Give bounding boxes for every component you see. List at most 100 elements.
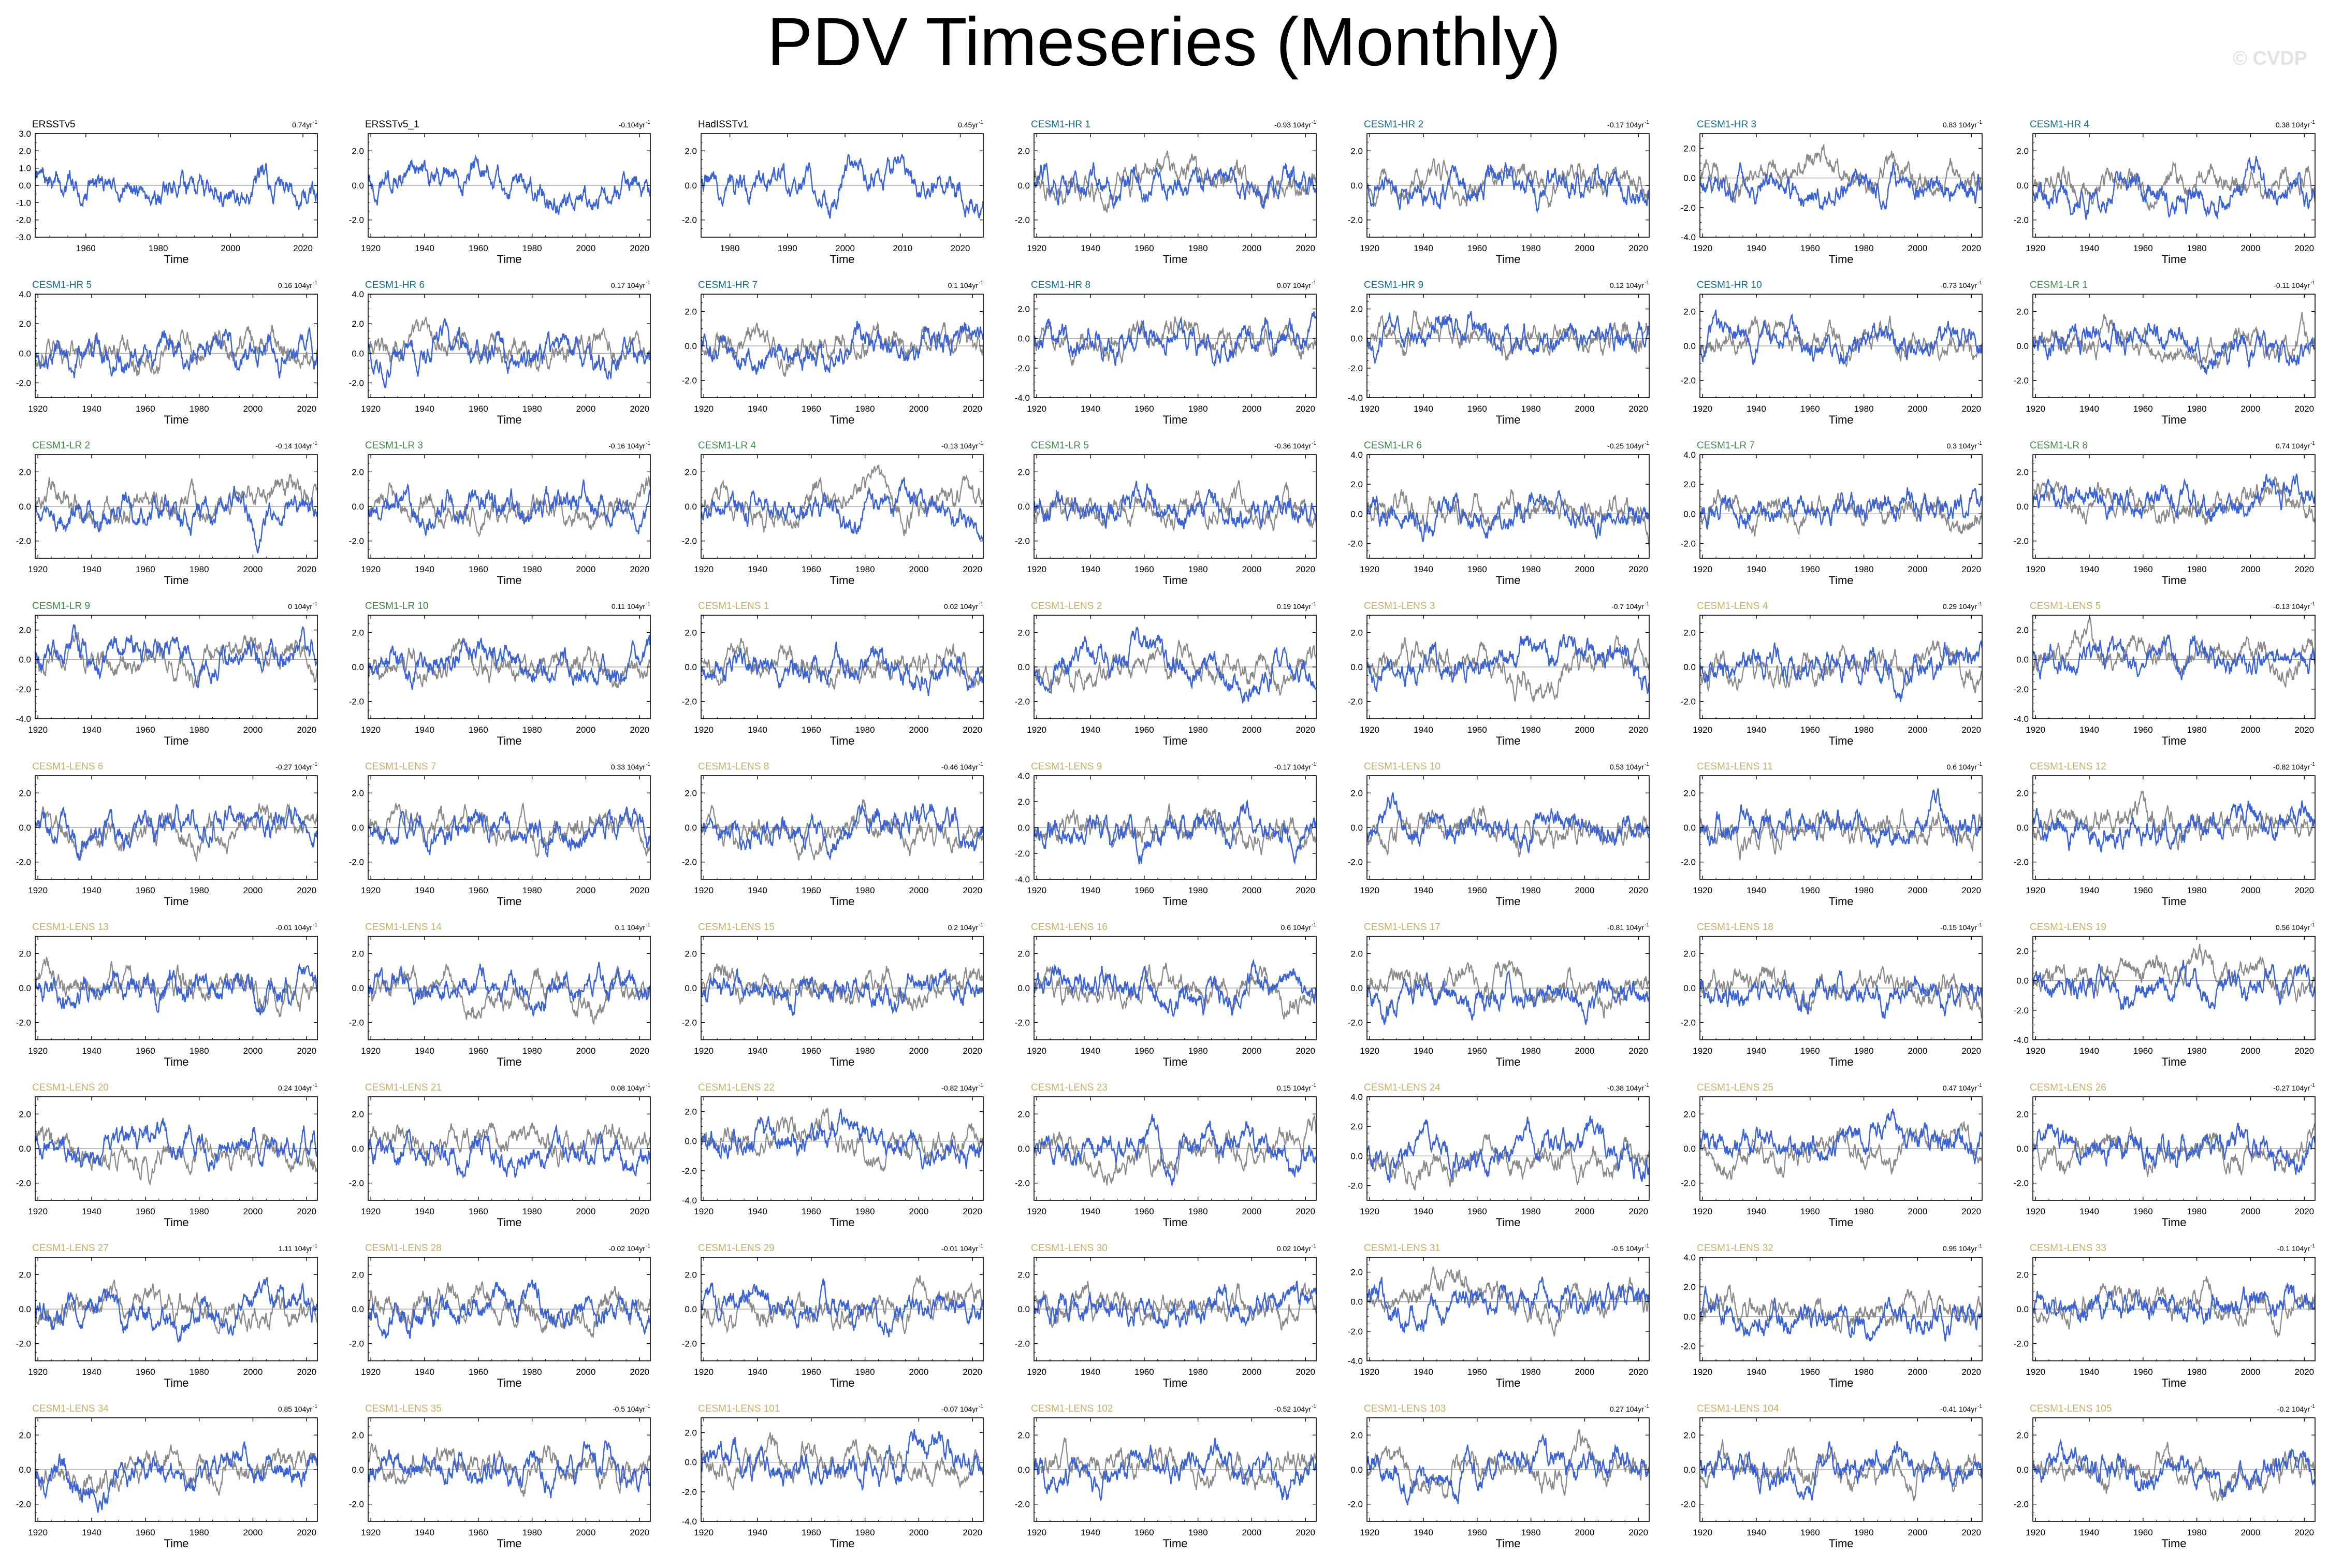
- panel-43: 1920 1940 1960 1980 2000 2020 2.0 0.0 -2.0 Time CE…: [16, 1082, 318, 1229]
- y-tick-label: -2.0: [1015, 1500, 1030, 1509]
- x-tick-label: 1960: [802, 564, 821, 574]
- background-series-line: [1700, 1121, 1982, 1180]
- panel-label: CESM1-LENS 21: [365, 1082, 442, 1093]
- y-tick-label: 0.0: [685, 502, 697, 512]
- y-tick-label: -2.0: [1015, 697, 1030, 707]
- x-tick-label: 1980: [190, 1367, 209, 1377]
- trend-exponent: -1: [979, 441, 983, 446]
- pdv-series-line: [1034, 626, 1316, 704]
- x-tick-label: 1920: [361, 1046, 381, 1056]
- panel-35: 1920 1940 1960 1980 2000 2020 2.0 0.0 -2.0 Time CE…: [2014, 761, 2316, 908]
- y-tick-label: -4.0: [16, 714, 31, 724]
- y-tick-label: 0.0: [19, 983, 31, 993]
- x-tick-label: 1920: [361, 1207, 381, 1216]
- x-tick-label: 1940: [82, 1207, 101, 1216]
- x-tick-label: 1940: [82, 1528, 101, 1537]
- pdv-series-line: [1034, 1281, 1316, 1329]
- y-tick-label: 2.0: [19, 788, 31, 798]
- x-tick-label: 1960: [136, 1207, 155, 1216]
- x-tick-label: 1980: [2187, 564, 2207, 574]
- x-tick-label: 1960: [1134, 564, 1154, 574]
- panel-2: 1920 1940 1960 1980 2000 2020 2.0 0.0 -2.0 Time ER…: [349, 119, 651, 266]
- x-tick-label: 1980: [2187, 1207, 2207, 1216]
- background-series-line: [1700, 807, 1982, 861]
- x-tick-label: 1980: [1188, 564, 1208, 574]
- y-tick-label: -2.0: [16, 1339, 31, 1349]
- y-tick-label: 2.0: [352, 146, 364, 156]
- y-tick-label: 2.0: [1683, 144, 1696, 154]
- y-tick-label: 4.0: [1683, 450, 1696, 460]
- y-tick-label: 0.0: [685, 1137, 697, 1146]
- y-tick-label: 2.0: [19, 1270, 31, 1280]
- x-tick-label: 1980: [2187, 1046, 2207, 1056]
- x-axis-label: Time: [1828, 574, 1853, 587]
- trend-exponent: -1: [979, 1404, 983, 1410]
- y-tick-label: 2.0: [2016, 947, 2029, 956]
- y-tick-label: 0.0: [352, 823, 364, 833]
- y-tick-label: 2.0: [1683, 1282, 1696, 1292]
- y-tick-label: 2.0: [2016, 467, 2029, 477]
- x-tick-label: 2000: [1242, 243, 1262, 253]
- trend-exponent: -1: [2310, 1083, 2315, 1088]
- x-tick-label: 1960: [136, 564, 155, 574]
- x-axis-label: Time: [164, 1376, 188, 1389]
- y-tick-label: 2.0: [685, 949, 697, 959]
- trend-label: 0.33 104yr: [611, 763, 645, 771]
- y-tick-label: -2.0: [682, 1339, 697, 1349]
- x-tick-label: 2020: [2294, 404, 2314, 414]
- trend-exponent: -1: [979, 922, 983, 928]
- y-tick-label: 2.0: [685, 1270, 697, 1280]
- panel-label: CESM1-LENS 23: [1031, 1082, 1108, 1093]
- trend-label: -0.82 104yr: [2273, 763, 2310, 771]
- background-series-line: [2033, 1123, 2315, 1177]
- x-tick-label: 1940: [415, 243, 434, 253]
- x-tick-label: 2000: [1908, 564, 1928, 574]
- y-tick-label: 2.0: [2016, 788, 2029, 798]
- trend-label: -0.41 104yr: [1940, 1405, 1977, 1413]
- panel-48: 1920 1940 1960 1980 2000 2020 2.0 0.0 -2.0 Time CE…: [1681, 1082, 1983, 1229]
- x-axis-label: Time: [497, 574, 521, 587]
- y-tick-label: 4.0: [1350, 450, 1363, 460]
- background-series-line: [35, 803, 317, 862]
- x-tick-label: 1960: [1134, 885, 1154, 895]
- x-tick-label: 1960: [1800, 404, 1820, 414]
- y-tick-label: 0.0: [352, 1144, 364, 1154]
- x-tick-label: 2020: [1296, 1367, 1315, 1377]
- x-tick-label: 1960: [802, 1528, 821, 1537]
- x-tick-label: 1980: [1854, 243, 1874, 253]
- pdv-series-line: [1034, 1438, 1316, 1502]
- trend-exponent: -1: [313, 1404, 317, 1410]
- background-series-line: [2033, 943, 2315, 1004]
- x-tick-label: 2000: [1908, 885, 1928, 895]
- panel-63: 1920 1940 1960 1980 2000 2020 2.0 0.0 -2.0 Time CE…: [2014, 1403, 2316, 1550]
- panel-8: 1920 1940 1960 1980 2000 2020 4.0 2.0 0.0 -2.0 Tim…: [16, 280, 318, 426]
- x-axis-label: Time: [1162, 1537, 1187, 1550]
- x-axis-label: Time: [164, 253, 188, 266]
- x-axis-label: Time: [2161, 413, 2186, 426]
- trend-label: 0.1 104yr: [615, 923, 646, 932]
- x-axis-label: Time: [1828, 1537, 1853, 1550]
- trend-label: -0.38 104yr: [1607, 1084, 1644, 1092]
- trend-exponent: -1: [646, 922, 650, 928]
- x-tick-label: 1920: [2026, 1367, 2045, 1377]
- y-tick-label: -2.0: [2014, 536, 2029, 546]
- y-tick-label: -2.0: [2014, 685, 2029, 694]
- y-tick-label: -4.0: [2014, 1035, 2029, 1045]
- panel-26: 1920 1940 1960 1980 2000 2020 2.0 0.0 -2.0 Time CE…: [1348, 601, 1650, 747]
- pdv-series-line: [2033, 156, 2315, 220]
- y-tick-label: 0.0: [2016, 341, 2029, 351]
- x-tick-label: 1920: [1027, 243, 1046, 253]
- x-tick-label: 1980: [1521, 564, 1541, 574]
- y-tick-label: 0.0: [1017, 334, 1030, 344]
- trend-exponent: -1: [313, 762, 317, 767]
- y-tick-label: -2.0: [16, 1018, 31, 1028]
- y-tick-label: 2.0: [1350, 1268, 1363, 1277]
- panel-label: CESM1-LR 7: [1697, 440, 1755, 451]
- y-tick-label: 2.0: [1350, 1430, 1363, 1440]
- x-tick-label: 1980: [2187, 1528, 2207, 1537]
- pdv-series-line: [368, 962, 650, 1018]
- y-tick-label: -2.0: [2014, 215, 2029, 225]
- y-tick-label: 0.0: [1683, 509, 1696, 519]
- panel-37: 1920 1940 1960 1980 2000 2020 2.0 0.0 -2.0 Time CE…: [349, 922, 651, 1068]
- x-tick-label: 2000: [1575, 1046, 1595, 1056]
